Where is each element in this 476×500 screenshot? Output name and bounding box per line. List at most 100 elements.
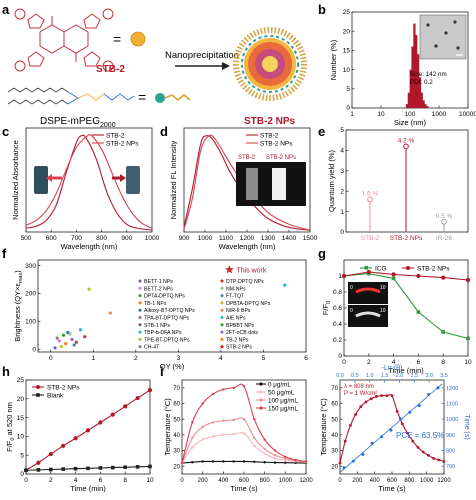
data-point: [427, 453, 430, 457]
legend-label-0: STB-2: [106, 133, 125, 140]
y-axis-label: Normalized FL Intensity: [169, 141, 178, 220]
x-axis-label: Time (min): [70, 484, 106, 493]
data-point: [366, 269, 371, 275]
x-tick-label: 5: [262, 355, 266, 362]
x-tick-label: 600: [387, 478, 398, 484]
data-label: 4.2 %: [398, 137, 415, 144]
inset-label: 10: [380, 285, 386, 291]
data-point: [349, 424, 352, 427]
data-point: [338, 461, 342, 465]
data-point: [191, 436, 194, 440]
x-tick-label: 6: [99, 477, 103, 484]
legend-marker: [220, 279, 224, 283]
y-tick-label: 70: [173, 386, 180, 392]
data-point: [391, 272, 396, 277]
top-tick-label: 0.0: [336, 373, 344, 379]
legend-marker: [219, 344, 225, 349]
legend-marker: [259, 382, 263, 386]
legend-marker: [259, 406, 263, 410]
data-point: [253, 417, 256, 421]
data-point: [232, 386, 235, 390]
legend-label: BETT-2 NPs: [144, 286, 173, 292]
series-line-0: [25, 134, 153, 231]
fit-point: [361, 453, 365, 457]
data-point: [364, 400, 368, 404]
data-point: [123, 465, 127, 470]
x-tick-label: 1000: [432, 111, 447, 118]
series-line-0: [183, 135, 311, 231]
data-point: [211, 392, 215, 396]
data-point: [73, 436, 78, 441]
dspe-peg-drawing: [7, 87, 135, 105]
x-tick-label: 600: [239, 478, 250, 484]
data-point: [273, 449, 277, 452]
fit-point: [370, 441, 374, 445]
legend-marker: [138, 330, 142, 334]
legend-marker: [220, 294, 224, 298]
legend-label: DPBTA-DPTQ NPs: [226, 301, 271, 307]
data-point: [253, 444, 256, 447]
size-bar: [426, 106, 429, 108]
x-tick-label: 1000: [420, 478, 434, 484]
panel-a-schematic: = STB-2 = DSPE-mPEG2000 Nanoprecipitatio…: [7, 8, 307, 129]
legend-label: TB-1 NPs: [144, 301, 167, 307]
y-tick-label: 0: [340, 229, 344, 236]
series-line-1: [343, 271, 469, 281]
axis-frame: [25, 379, 151, 475]
data-point: [211, 435, 215, 438]
nanoparticle-drawing: [233, 27, 307, 101]
y-tick-label: 0.6: [333, 305, 342, 312]
data-point: [36, 460, 41, 465]
legend-label: 2FT-oCB dots: [226, 330, 258, 336]
legend-label: 0 μg/mL: [268, 381, 291, 388]
legend-marker: [220, 337, 224, 341]
size-annotation: Size: 142 nm: [410, 71, 447, 78]
legend-label: FT-TQT: [226, 294, 245, 300]
y-tick-label: 30: [331, 449, 338, 455]
data-point: [416, 445, 420, 449]
data-point: [466, 336, 470, 341]
legend-label: CH-4T: [144, 345, 160, 351]
arrow-label: Nanoprecipitation: [165, 50, 239, 61]
x-tick-label: 2: [49, 477, 53, 484]
y-tick-label: 1: [340, 209, 344, 216]
legend-label: DPTA-DPTQ NPs: [144, 294, 185, 300]
right-tick-label: 700: [446, 464, 455, 470]
legend-label-1: Blank: [47, 393, 64, 400]
panel-c-chart: 500 600 700 800 900 1000 Wavelength (nm) Normal…: [11, 127, 160, 251]
legend-marker: [138, 294, 142, 298]
scatter-point: [64, 342, 68, 346]
x-tick-label: 600: [46, 235, 57, 242]
data-point: [406, 431, 409, 435]
legend-label: 150 μg/mL: [268, 405, 298, 412]
data-point: [380, 394, 383, 398]
y-tick-label: 15: [343, 48, 351, 55]
scatter-point: [57, 339, 61, 343]
data-point: [148, 464, 152, 469]
data-point: [369, 397, 373, 401]
legend-label: 100 μg/mL: [268, 397, 298, 404]
data-point: [73, 466, 78, 471]
legend-marker: [220, 308, 224, 312]
data-point: [111, 465, 115, 470]
y-tick-label: 20: [331, 464, 338, 470]
data-point: [232, 460, 235, 463]
y-axis-label: Brightness (QY×εmax): [13, 270, 24, 342]
y-tick-label: 0: [338, 353, 342, 360]
legend-marker: [138, 337, 142, 341]
data-point: [263, 461, 266, 464]
stb2-molecule-drawing: [14, 8, 114, 72]
y-tick-label: 4: [340, 148, 344, 155]
x-tick-label: 200: [352, 478, 363, 484]
legend-marker: [138, 345, 142, 349]
x-tick-label: 400: [370, 478, 381, 484]
panel-label-a: a: [2, 2, 10, 17]
x-tick-label: 1200: [299, 478, 313, 484]
y-axis-label: Temperature (°C): [163, 398, 172, 456]
legend-label: TBP-b-DFA NPs: [144, 330, 182, 336]
legend-marker: [220, 316, 224, 319]
fit-point: [436, 386, 440, 390]
y-tick-label: 40: [173, 433, 180, 439]
y-tick-label: 300: [25, 263, 36, 270]
